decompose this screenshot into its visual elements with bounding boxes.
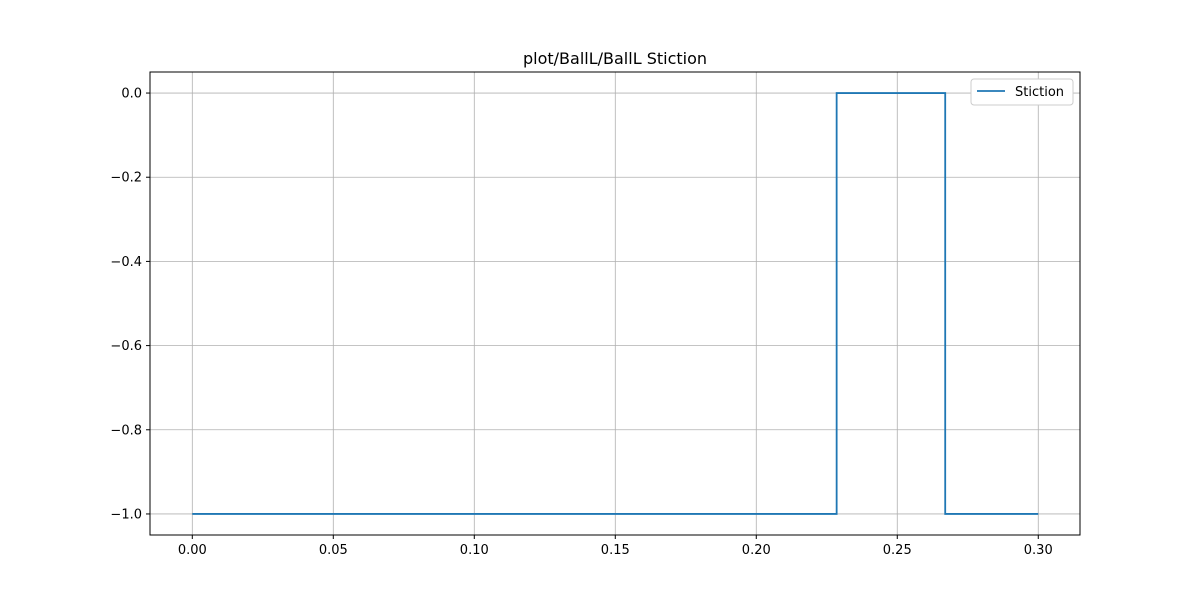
- x-tick-label: 0.00: [178, 543, 207, 558]
- ticks: 0.00 0.05 0.10 0.15 0.20 0.25 0.30 0.0 −0.2 −0.4 −…: [110, 87, 1052, 558]
- legend: Stiction: [970, 78, 1074, 106]
- y-tick-label: −0.2: [110, 171, 142, 186]
- series-line-stiction: [192, 92, 1039, 515]
- y-tick-label: −0.6: [110, 339, 142, 354]
- x-tick-label: 0.20: [742, 543, 771, 558]
- chart-title: plot/BallL/BallL Stiction: [523, 49, 707, 68]
- legend-label-stiction: Stiction: [1015, 85, 1064, 100]
- x-tick-label: 0.10: [460, 543, 489, 558]
- x-tick-label: 0.05: [319, 543, 348, 558]
- y-tick-label: 0.0: [121, 87, 142, 102]
- y-tick-label: −0.8: [110, 423, 142, 438]
- series-layer: [192, 92, 1039, 515]
- y-tick-label: −1.0: [110, 507, 142, 522]
- grid: [150, 72, 1080, 535]
- x-tick-label: 0.15: [601, 543, 630, 558]
- x-tick-label: 0.25: [883, 543, 912, 558]
- legend-box: [970, 78, 1074, 106]
- y-tick-label: −0.4: [110, 255, 142, 270]
- x-tick-label: 0.30: [1024, 543, 1053, 558]
